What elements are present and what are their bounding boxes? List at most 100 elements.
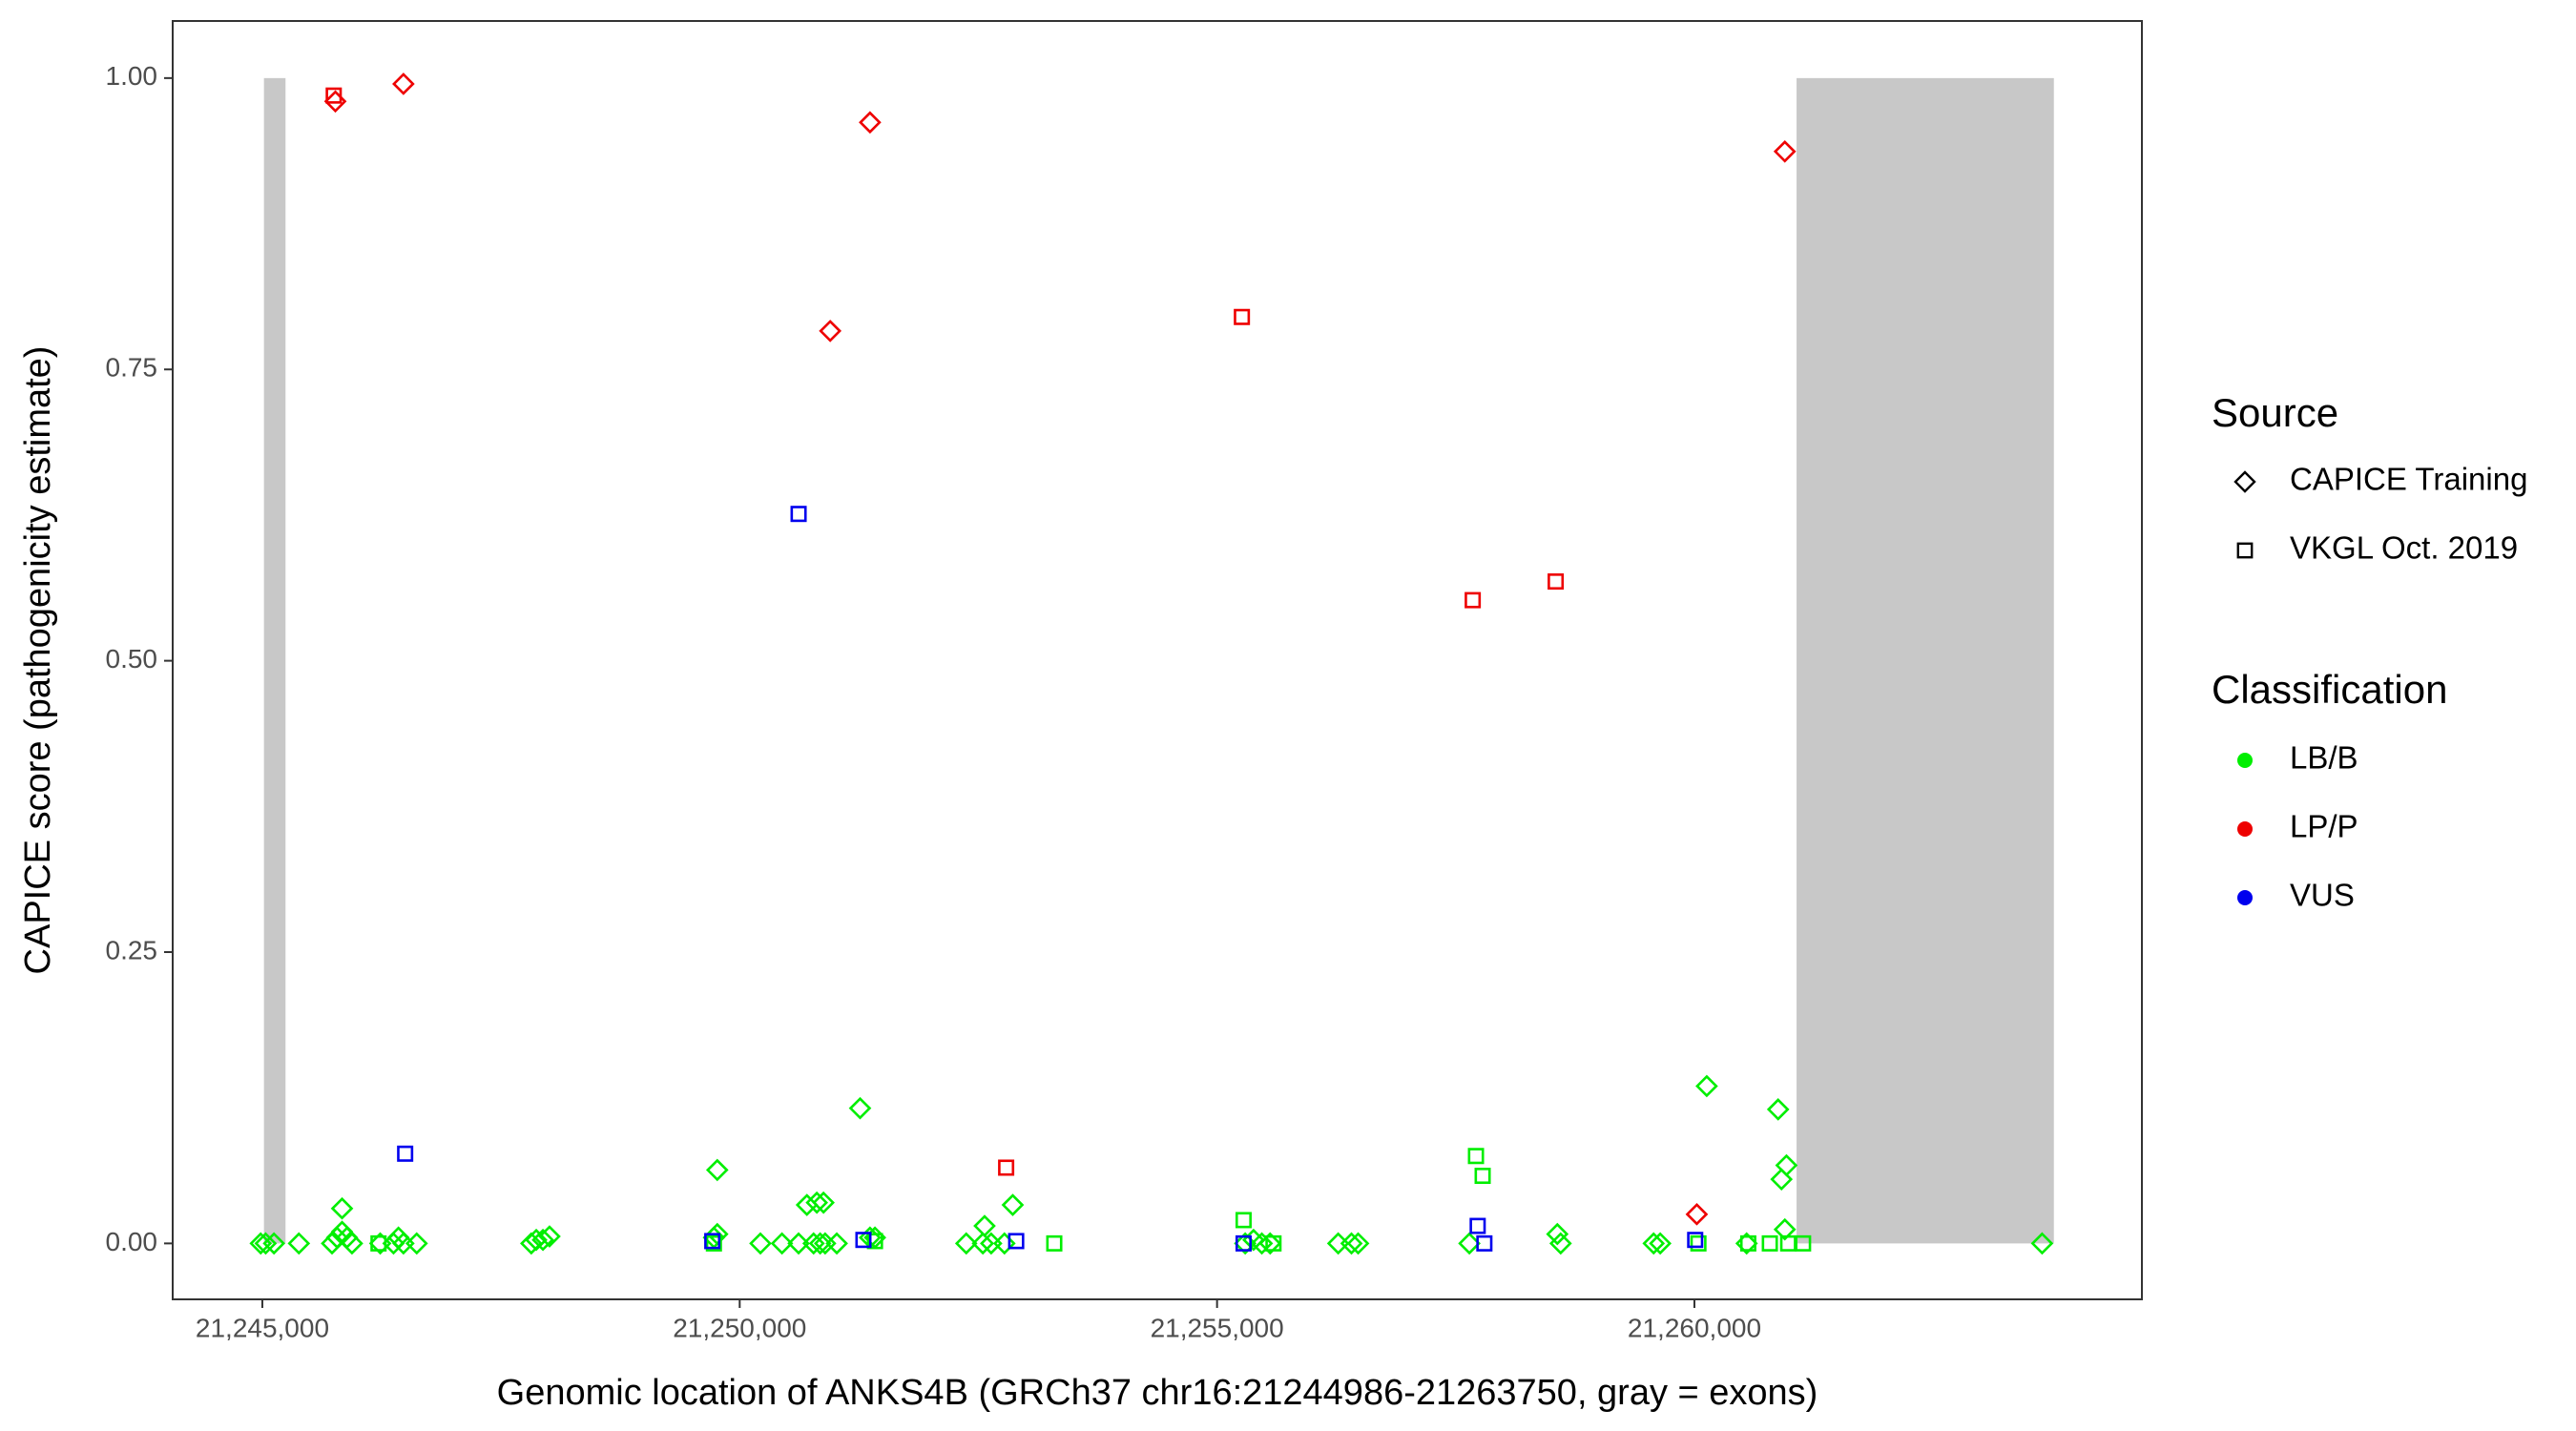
point: [1258, 1232, 1282, 1255]
point: [1795, 1234, 1812, 1252]
point: [705, 1222, 729, 1246]
point: [1474, 1168, 1491, 1185]
point: [325, 87, 343, 104]
point: [998, 1159, 1015, 1176]
legend-entry: CAPICE Training: [2290, 462, 2527, 497]
point: [1770, 1168, 1794, 1192]
point: [1465, 591, 1482, 609]
exon: [1797, 77, 2054, 1244]
legend-symbol: [2237, 753, 2253, 768]
point: [1766, 1098, 1790, 1121]
point: [1685, 1202, 1709, 1226]
point: [392, 73, 415, 95]
point: [1235, 1212, 1252, 1229]
point: [805, 1191, 828, 1214]
point: [855, 1232, 872, 1249]
point: [971, 1232, 995, 1255]
point: [1340, 1232, 1363, 1255]
legend-entry: LP/P: [2290, 809, 2358, 844]
point: [1687, 1232, 1704, 1249]
x-axis-title: Genomic location of ANKS4B (GRCh37 chr16…: [497, 1373, 1818, 1413]
point: [2030, 1232, 2054, 1255]
y-axis-title: CAPICE score (pathogenicity estimate): [18, 346, 58, 975]
point: [325, 1226, 349, 1250]
point: [954, 1232, 978, 1255]
point: [1773, 1217, 1797, 1241]
y-tick-label: 0.75: [106, 353, 158, 383]
point: [1690, 1234, 1707, 1252]
point: [1775, 1153, 1798, 1177]
y-tick-label: 0.50: [106, 644, 158, 674]
exon: [263, 77, 286, 1244]
point: [808, 1232, 832, 1255]
point: [1546, 1222, 1569, 1246]
point: [525, 1228, 548, 1252]
point: [341, 1232, 364, 1255]
point: [973, 1214, 996, 1237]
point: [825, 1232, 848, 1255]
point: [1642, 1232, 1666, 1255]
point: [1476, 1234, 1493, 1252]
point: [520, 1232, 543, 1255]
legend-entry: VUS: [2290, 878, 2355, 913]
point: [1739, 1234, 1756, 1252]
point: [397, 1145, 414, 1162]
legend-symbol: [2233, 470, 2256, 493]
legend-symbol: [2237, 890, 2253, 905]
x-tick-label: 21,245,000: [196, 1313, 329, 1342]
point: [866, 1233, 883, 1250]
point: [1761, 1234, 1778, 1252]
point: [704, 1233, 721, 1250]
point: [1548, 573, 1565, 591]
legend-entry: LB/B: [2290, 740, 2358, 776]
point: [1548, 1232, 1572, 1255]
legend-title: Classification: [2212, 667, 2447, 712]
point: [1046, 1234, 1063, 1252]
point: [1773, 139, 1797, 163]
x-tick-label: 21,250,000: [673, 1313, 806, 1342]
point: [749, 1232, 772, 1255]
point: [1346, 1232, 1370, 1255]
point: [992, 1232, 1016, 1255]
point: [1008, 1233, 1025, 1250]
y-tick-label: 0.25: [106, 935, 158, 964]
point: [330, 1196, 354, 1220]
y-tick-label: 1.00: [106, 61, 158, 91]
legend-entry: VKGL Oct. 2019: [2290, 530, 2518, 566]
y-tick-label: 0.00: [106, 1227, 158, 1256]
point: [790, 506, 807, 523]
point: [382, 1232, 405, 1255]
point: [538, 1225, 561, 1248]
point: [531, 1228, 554, 1252]
point: [262, 1232, 286, 1255]
point: [859, 111, 882, 135]
point: [848, 1096, 872, 1120]
point: [1467, 1148, 1485, 1165]
legend-symbol: [2237, 821, 2253, 837]
point: [787, 1232, 810, 1255]
point: [1458, 1232, 1481, 1255]
legend-symbol: [2236, 542, 2254, 559]
point: [370, 1234, 387, 1252]
point: [405, 1232, 428, 1255]
point: [705, 1158, 729, 1182]
point: [819, 320, 842, 342]
point: [1235, 1234, 1252, 1252]
point: [1234, 308, 1251, 325]
x-tick-label: 21,255,000: [1151, 1313, 1284, 1342]
point: [812, 1191, 836, 1214]
point: [254, 1232, 278, 1255]
legend-title: Source: [2212, 390, 2338, 435]
point: [770, 1232, 794, 1255]
point: [287, 1232, 311, 1255]
point: [1695, 1074, 1718, 1098]
point: [1265, 1234, 1282, 1252]
point: [705, 1234, 722, 1252]
point: [1001, 1193, 1025, 1216]
point: [1649, 1232, 1672, 1255]
point: [1469, 1217, 1486, 1234]
x-tick-label: 21,260,000: [1628, 1313, 1761, 1342]
plot-border: [172, 20, 2143, 1300]
